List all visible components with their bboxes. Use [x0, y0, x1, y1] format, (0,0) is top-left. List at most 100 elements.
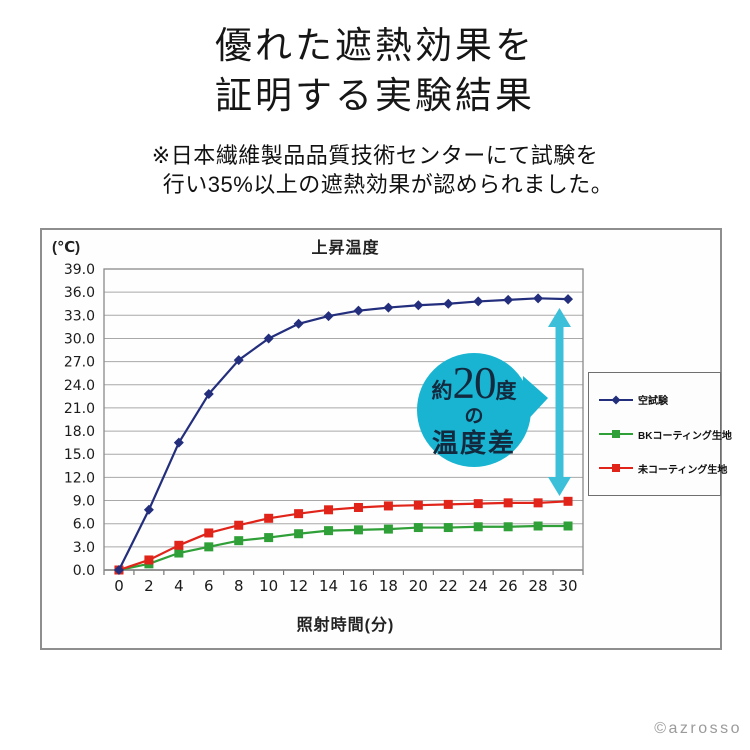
legend-item-label: BKコーティング生地 — [638, 430, 732, 442]
x-tick-label: 12 — [289, 577, 308, 595]
square-marker-icon — [234, 536, 244, 546]
chart-title: 上昇温度 — [311, 240, 380, 257]
y-axis-tick-labels: 0.0 3.0 6.0 9.0 12.0 15.0 18.0 21.0 24.0 27.0 30.0… — [64, 262, 95, 579]
x-tick-label: 16 — [349, 577, 368, 595]
square-marker-icon — [473, 522, 483, 532]
credit-watermark: ©azrosso — [654, 720, 742, 737]
square-marker-icon — [324, 505, 334, 515]
square-marker-icon — [413, 500, 423, 510]
legend-item-label: 空試験 — [638, 396, 668, 408]
square-marker-icon — [353, 502, 363, 512]
square-marker-icon — [413, 523, 423, 533]
x-tick-label: 18 — [379, 577, 398, 595]
diamond-marker-icon — [323, 311, 334, 322]
diamond-marker-icon — [503, 294, 514, 305]
series-line — [117, 297, 569, 571]
square-marker-icon — [144, 555, 154, 565]
diamond-marker-icon — [563, 294, 574, 305]
square-marker-icon — [204, 542, 214, 552]
square-marker-icon — [473, 499, 483, 509]
diamond-marker-icon — [383, 302, 394, 313]
y-tick-label: 0.0 — [73, 563, 95, 579]
diamond-marker-icon — [293, 318, 304, 329]
y-tick-label: 30.0 — [64, 331, 95, 347]
test-note: ※日本繊維製品品質技術センターにて試験を 行い35%以上の遮熱効果が認められまし… — [0, 141, 750, 199]
y-tick-label: 3.0 — [73, 540, 95, 556]
diamond-marker-icon — [443, 298, 454, 309]
square-marker-icon — [174, 548, 184, 558]
x-tick-label: 6 — [204, 577, 214, 595]
square-marker-icon — [204, 528, 214, 538]
legend-item: 未コーティング生地 — [589, 461, 727, 476]
diamond-marker-icon — [113, 565, 124, 575]
square-marker-icon — [383, 501, 393, 511]
x-tick-label: 8 — [234, 577, 244, 595]
y-tick-label: 15.0 — [64, 447, 95, 463]
square-marker-icon — [264, 513, 274, 523]
badge-line3: 温度差 — [431, 427, 516, 458]
legend-item-label: 未コーティング生地 — [638, 464, 728, 476]
x-axis-ticks — [103, 570, 584, 575]
page-title-line2: 証明する実験結果 — [215, 76, 535, 117]
legend-marker-icon — [599, 464, 633, 473]
square-marker-icon — [563, 521, 573, 531]
x-tick-label: 2 — [144, 577, 154, 595]
x-tick-label: 22 — [439, 577, 458, 595]
legend-item: 空試験 — [589, 392, 720, 407]
series-line — [118, 524, 569, 572]
diamond-marker-icon — [233, 355, 244, 366]
badge-line2: の — [464, 405, 484, 427]
diamond-marker-icon — [353, 305, 364, 316]
x-tick-label: 4 — [174, 577, 184, 595]
y-tick-label: 24.0 — [64, 378, 95, 394]
square-marker-icon — [503, 498, 513, 508]
square-marker-icon — [443, 499, 453, 509]
y-tick-label: 36.0 — [64, 285, 95, 301]
diamond-marker-icon — [263, 333, 274, 344]
diamond-marker-icon — [173, 437, 184, 448]
x-axis-tick-labels: 0 2 4 6 8 10 12 14 16 18 20 22 24 26 28 30 — [114, 577, 577, 595]
annotation-overlay — [522, 308, 571, 496]
diamond-marker-icon — [143, 504, 154, 515]
square-marker-icon — [264, 533, 274, 543]
x-tick-label: 26 — [499, 577, 518, 595]
series-markers — [113, 293, 574, 575]
diamond-marker-icon — [203, 389, 214, 400]
plot-border — [103, 268, 584, 571]
square-marker-icon — [533, 521, 543, 531]
square-marker-icon — [443, 523, 453, 533]
diamond-marker-icon — [533, 293, 544, 304]
square-marker-icon — [174, 540, 184, 550]
x-tick-label: 28 — [529, 577, 548, 595]
badge-prefix: 約 — [431, 379, 453, 403]
y-tick-label: 12.0 — [64, 470, 95, 486]
y-tick-label: 39.0 — [64, 262, 95, 278]
square-marker-icon — [294, 509, 304, 519]
badge-line1: 約 20 度 — [431, 357, 517, 408]
x-tick-label: 20 — [409, 577, 428, 595]
y-tick-label: 27.0 — [64, 355, 95, 371]
test-note-line1: ※日本繊維製品品質技術センターにて試験を — [151, 143, 599, 168]
y-axis-unit-label: (℃) — [52, 239, 81, 256]
square-marker-icon — [383, 524, 393, 534]
diamond-marker-icon — [473, 296, 484, 307]
legend-marker-icon — [599, 430, 633, 438]
temperature-difference-badge: 約 20 度 の 温度差 — [417, 353, 531, 467]
y-tick-label: 9.0 — [73, 494, 95, 510]
diamond-marker-icon — [413, 300, 424, 311]
square-marker-icon — [353, 525, 363, 535]
square-marker-icon — [294, 529, 304, 539]
page-title-line1: 優れた遮熱効果を — [215, 26, 535, 67]
badge-value: 20 — [452, 357, 497, 408]
badge-suffix: 度 — [495, 379, 517, 403]
legend-marker-icon — [599, 395, 633, 405]
temperature-chart: (℃) 上昇温度 0.0 3.0 6.0 9.0 12.0 15.0 18.0 21.0 24.… — [40, 228, 732, 650]
square-marker-icon — [324, 526, 334, 536]
x-tick-label: 30 — [558, 577, 577, 595]
chart-legend: 空試験 BKコーティング生地 未コーティング生地 — [588, 372, 732, 496]
series-line — [118, 500, 569, 572]
x-axis-title: 照射時間(分) — [296, 617, 395, 634]
temperature-difference-arrow-icon — [548, 308, 571, 496]
test-note-line2: 行い35%以上の遮熱効果が認められました。 — [162, 172, 614, 197]
y-tick-label: 6.0 — [73, 517, 95, 533]
